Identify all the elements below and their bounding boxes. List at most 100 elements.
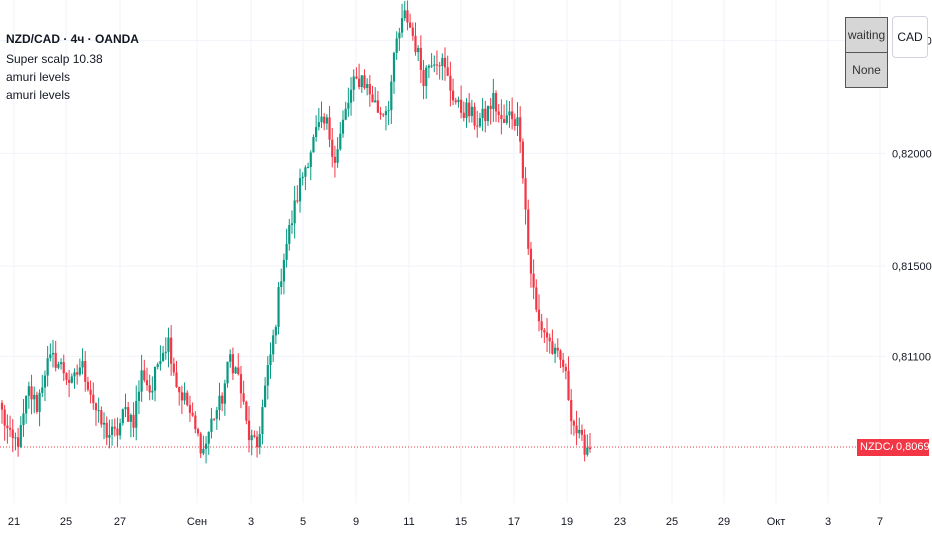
- candle: [86, 376, 90, 392]
- candle: [282, 253, 286, 295]
- candle: [564, 363, 567, 380]
- candle: [245, 400, 248, 425]
- candle: [156, 362, 159, 370]
- candle: [505, 100, 508, 125]
- candle: [148, 374, 151, 401]
- candle: [280, 268, 283, 295]
- candle: [65, 372, 68, 385]
- candle: [234, 366, 237, 374]
- candle: [46, 345, 49, 387]
- candle: [366, 78, 369, 96]
- candle: [213, 418, 216, 421]
- candle: [545, 318, 549, 353]
- candle: [164, 337, 167, 360]
- candle: [486, 105, 490, 126]
- candle: [524, 167, 527, 225]
- candle: [186, 390, 189, 407]
- indicator-amuri-levels-2[interactable]: amuri levels: [6, 88, 71, 102]
- candle: [325, 114, 328, 130]
- candle: [422, 59, 425, 100]
- candle: [124, 393, 127, 418]
- candle: [226, 361, 229, 388]
- x-tick-label: 23: [614, 516, 626, 528]
- time-axis[interactable]: 21 25 27 Сен 3 5 9 11 15 17 19 23 25 29 Окт 3 7: [0, 503, 932, 550]
- candle: [508, 101, 511, 128]
- candle: [363, 69, 366, 90]
- indicator-super-scalp[interactable]: Super scalp 10.38: [6, 52, 103, 66]
- candle: [360, 75, 363, 93]
- time-axis-bg: [0, 503, 932, 550]
- candle: [535, 279, 538, 313]
- candle: [78, 358, 81, 377]
- candle: [336, 137, 339, 168]
- candle: [62, 354, 65, 382]
- candle: [204, 436, 208, 464]
- current-price-value-label: 0,80698: [893, 439, 932, 457]
- candle: [110, 419, 114, 446]
- candle: [89, 380, 92, 404]
- candle: [43, 370, 47, 402]
- candle: [298, 168, 302, 213]
- candles: [0, 0, 592, 464]
- chart-grid: [0, 0, 886, 503]
- candle: [274, 324, 277, 344]
- candle: [556, 338, 559, 358]
- y-tick-label: 0,82000: [892, 148, 932, 160]
- x-tick-label: Окт: [767, 516, 786, 528]
- candle: [376, 91, 379, 114]
- candle: [293, 185, 296, 239]
- candle: [427, 64, 431, 79]
- candle: [355, 67, 358, 80]
- candle: [218, 382, 221, 421]
- candle: [341, 110, 345, 138]
- candle: [51, 339, 55, 368]
- candle: [277, 281, 280, 335]
- candle: [239, 365, 243, 409]
- candle: [183, 382, 186, 405]
- candle: [145, 367, 149, 391]
- candle: [172, 357, 175, 376]
- candle: [349, 77, 353, 116]
- candle: [323, 113, 326, 131]
- candle: [17, 427, 20, 457]
- candle: [215, 406, 218, 430]
- candle: [580, 424, 584, 442]
- candle: [0, 400, 4, 424]
- x-tick-label: Сен: [187, 516, 207, 528]
- candle: [331, 127, 334, 168]
- candle: [519, 106, 522, 154]
- price-axis-bg: [886, 0, 932, 550]
- candle: [516, 102, 519, 137]
- candle: [135, 385, 138, 441]
- candle: [409, 13, 412, 28]
- candle: [121, 408, 124, 426]
- candle: [537, 294, 541, 332]
- candle: [14, 432, 17, 451]
- candle: [41, 374, 44, 398]
- candle: [191, 402, 194, 417]
- candle: [290, 210, 294, 234]
- candle: [143, 359, 146, 383]
- symbol-title[interactable]: NZD/CAD · 4ч · OANDA: [6, 32, 139, 46]
- indicator-amuri-levels-1[interactable]: amuri levels: [6, 70, 71, 84]
- candle: [417, 45, 420, 62]
- candle: [129, 413, 132, 438]
- candle: [406, 0, 409, 31]
- x-tick-label: 17: [508, 516, 520, 528]
- candle: [3, 404, 6, 441]
- currency-button[interactable]: CAD: [892, 16, 928, 58]
- candle: [194, 411, 197, 434]
- candle: [562, 352, 565, 373]
- candle: [288, 218, 291, 251]
- candle: [527, 199, 530, 255]
- candle: [25, 395, 28, 424]
- candle: [567, 356, 570, 401]
- candle: [411, 22, 414, 41]
- y-tick-label: 0,81500: [892, 261, 932, 273]
- candle: [210, 407, 213, 439]
- candle: [59, 358, 63, 370]
- candle: [223, 379, 226, 416]
- x-tick-label: 11: [403, 516, 414, 528]
